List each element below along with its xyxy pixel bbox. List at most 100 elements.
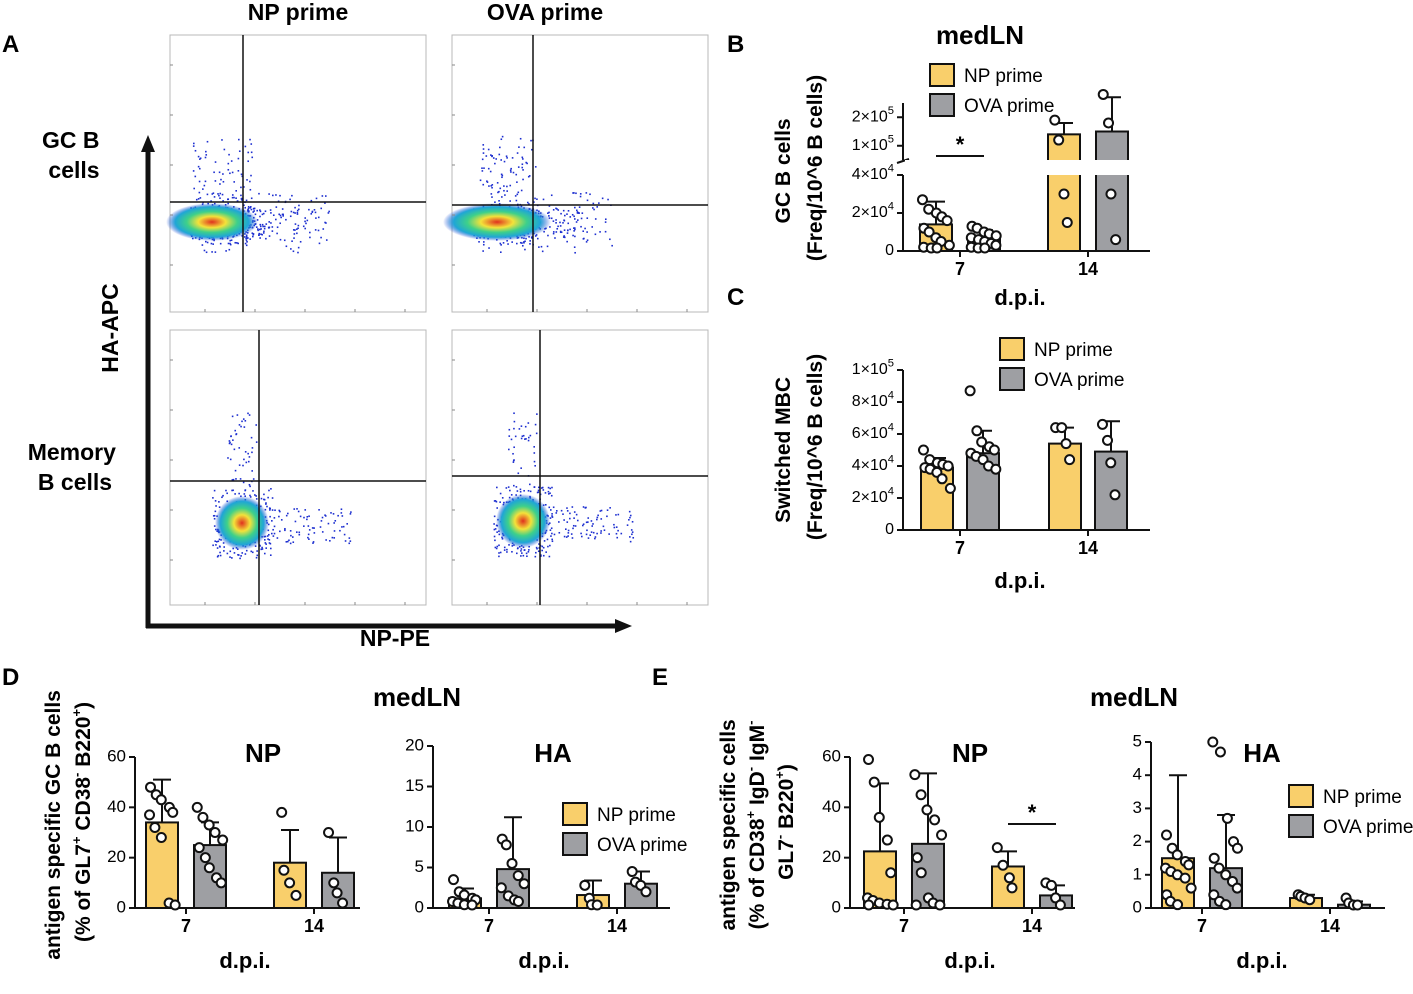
data-point (1214, 746, 1226, 758)
flow-event (581, 212, 584, 214)
flow-event (268, 507, 271, 509)
data-point (506, 857, 518, 869)
flow-event (566, 510, 569, 512)
flow-event (275, 218, 277, 221)
data-point (1208, 852, 1220, 864)
flow-event (199, 157, 202, 160)
flow-event (499, 146, 501, 149)
flow-event (534, 235, 537, 237)
flow-event (319, 526, 322, 528)
flow-event (249, 206, 252, 209)
y-tick-label: 8×104 (852, 390, 894, 411)
legend-label: OVA prime (1034, 370, 1124, 391)
panel-d-np-xlabel: d.p.i. (219, 948, 270, 973)
flow-event (315, 197, 318, 200)
flow-event (294, 223, 297, 225)
flow-event (238, 492, 240, 495)
flow-event (281, 208, 284, 210)
data-point (199, 852, 211, 864)
flow-event (238, 447, 241, 449)
flow-event (212, 544, 214, 547)
flow-event (259, 223, 262, 226)
flow-event (235, 190, 237, 192)
flow-event (493, 535, 496, 538)
y-tick-label: 15 (405, 776, 424, 795)
flow-event (547, 490, 550, 493)
flow-event (524, 438, 526, 440)
flow-event (223, 550, 225, 552)
flow-event (310, 213, 313, 215)
flow-event (524, 425, 527, 428)
flow-event (219, 183, 221, 185)
flow-event (565, 536, 568, 538)
flow-event (276, 537, 279, 539)
flow-event (260, 228, 262, 230)
flow-event (255, 424, 258, 426)
flow-event (506, 239, 508, 242)
flow-event (551, 540, 554, 543)
flow-event (488, 247, 490, 249)
flow-event (535, 432, 538, 435)
flow-event (582, 230, 585, 233)
flow-event (258, 234, 260, 236)
flow-event (195, 198, 198, 201)
flow-event (249, 238, 252, 240)
flow-event (540, 555, 542, 557)
flow-event (569, 512, 571, 515)
flow-event (511, 157, 514, 159)
data-point (1171, 849, 1183, 861)
flow-event (600, 518, 603, 520)
flow-event (284, 529, 286, 532)
data-point (1103, 117, 1115, 129)
flow-event (482, 243, 485, 246)
flow-event (575, 513, 578, 516)
flow-event (225, 489, 227, 492)
data-point (990, 463, 1002, 475)
panel-c-xlabel: d.p.i. (994, 568, 1045, 593)
flow-event (249, 485, 251, 488)
flow-event (607, 198, 609, 201)
flow-event (217, 540, 220, 543)
flow-event (251, 551, 254, 554)
flow-event (242, 418, 245, 420)
flow-event (513, 484, 515, 487)
flow-event (522, 554, 525, 557)
flow-event (503, 189, 505, 192)
flow-event (499, 242, 502, 245)
flow-event (256, 209, 258, 212)
flow-event (303, 516, 305, 519)
data-point (1061, 217, 1073, 228)
flow-event (220, 178, 222, 181)
flow-event (547, 486, 550, 489)
flow-event (562, 222, 564, 224)
flow-event (247, 160, 250, 163)
flow-event (309, 236, 311, 239)
flow-event (296, 213, 299, 215)
flow-event (555, 510, 558, 512)
panel-e-ha-xlabel: d.p.i. (1236, 948, 1287, 973)
flow-event (333, 522, 335, 524)
flow-event (521, 435, 524, 438)
flow-event (586, 217, 589, 219)
flow-event (218, 506, 221, 508)
flow-density (496, 494, 550, 548)
flow-event (283, 239, 286, 242)
y-tick-label: 1×105 (852, 133, 894, 154)
flow-event (213, 514, 216, 517)
flow-event (261, 233, 263, 236)
flow-event (559, 221, 561, 224)
flow-event (298, 531, 301, 534)
flow-event (264, 210, 267, 213)
flow-event (483, 241, 485, 243)
flow-event (525, 438, 527, 440)
flow-event (222, 180, 225, 183)
flow-event (303, 525, 305, 527)
flow-event (600, 532, 602, 534)
flow-event (252, 233, 255, 235)
flow-event (558, 531, 561, 534)
flow-event (268, 235, 271, 237)
flow-event (235, 478, 237, 480)
flow-event (501, 176, 503, 179)
flow-event (249, 180, 251, 183)
flow-event (575, 192, 577, 195)
